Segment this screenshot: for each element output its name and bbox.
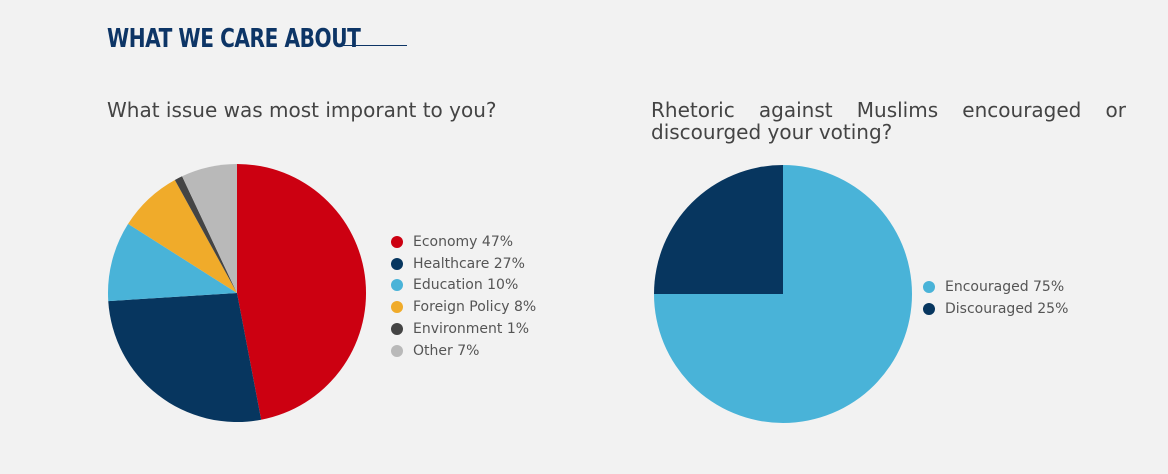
legend-item-foreign-policy: Foreign Policy 8%: [391, 296, 536, 318]
issue-pie-legend: Economy 47% Healthcare 27% Education 10% Fo…: [391, 231, 536, 362]
legend-swatch-discouraged: [923, 302, 935, 315]
pie-slice-discouraged: [654, 165, 783, 294]
pie-slice-education: [107, 223, 238, 302]
legend-item-discouraged: Discouraged 25%: [923, 298, 1068, 320]
legend-swatch-foreign-policy: [391, 301, 403, 314]
section-title: WHAT WE CARE ABOUT: [107, 24, 361, 54]
rhetoric-pie-legend: Encouraged 75% Discouraged 25%: [923, 276, 1068, 320]
legend-label-education: Education 10%: [413, 277, 519, 294]
legend-label-environment: Environment 1%: [413, 321, 530, 338]
legend-item-economy: Economy 47%: [391, 231, 536, 253]
legend-swatch-economy: [391, 235, 403, 248]
chart-2-title: Rhetoric against Muslims encouraged or d…: [651, 98, 1126, 144]
legend-swatch-education: [391, 279, 403, 292]
legend-swatch-environment: [391, 323, 403, 336]
pie-slice-environment: [174, 176, 237, 293]
legend-item-education: Education 10%: [391, 275, 536, 297]
title-underline-rule: [341, 45, 407, 46]
legend-label-encouraged: Encouraged 75%: [945, 278, 1065, 295]
legend-item-encouraged: Encouraged 75%: [923, 276, 1068, 298]
legend-swatch-other: [391, 344, 403, 357]
pie-slice-healthcare: [108, 293, 262, 423]
legend-swatch-encouraged: [923, 280, 935, 293]
legend-swatch-healthcare: [391, 257, 403, 270]
legend-item-healthcare: Healthcare 27%: [391, 253, 536, 275]
legend-item-other: Other 7%: [391, 340, 536, 362]
rhetoric-pie-chart: [654, 165, 912, 423]
pie-slice-other: [182, 164, 237, 293]
legend-label-foreign-policy: Foreign Policy 8%: [413, 299, 537, 316]
legend-label-discouraged: Discouraged 25%: [945, 300, 1069, 317]
pie-slice-foreign-policy: [128, 179, 237, 293]
legend-item-environment: Environment 1%: [391, 318, 536, 340]
chart-1-title: What issue was most imporant to you?: [107, 98, 497, 122]
legend-label-economy: Economy 47%: [413, 233, 514, 250]
pie-slice-economy: [237, 164, 367, 420]
legend-label-other: Other 7%: [413, 342, 480, 359]
legend-label-healthcare: Healthcare 27%: [413, 255, 525, 272]
issue-pie-chart: [107, 164, 367, 423]
section-header: WHAT WE CARE ABOUT: [107, 24, 402, 54]
